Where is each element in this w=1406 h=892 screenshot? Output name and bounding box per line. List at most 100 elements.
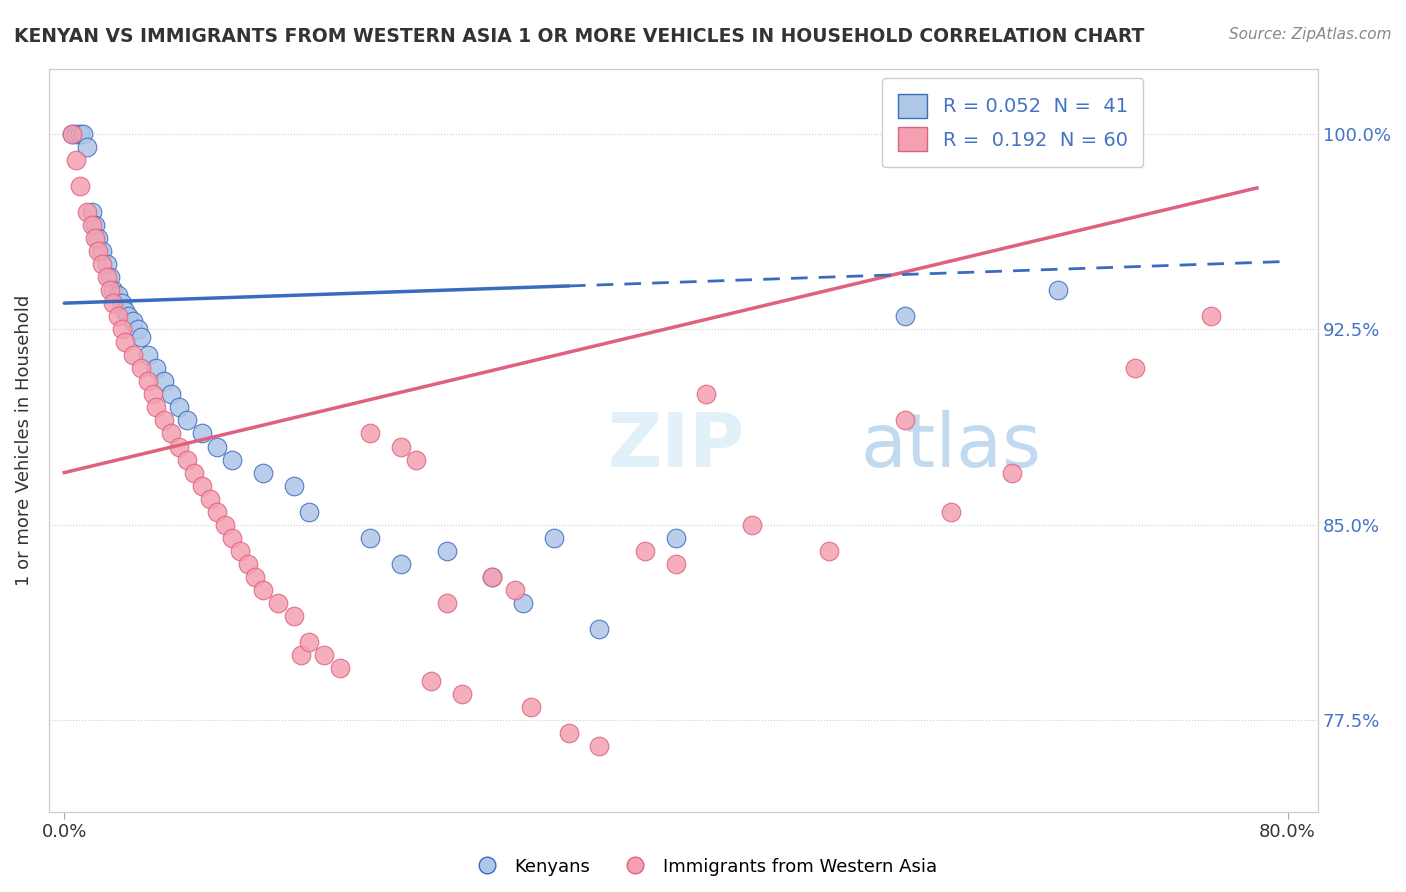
Point xyxy=(267,596,290,610)
Point xyxy=(80,205,103,219)
Point xyxy=(519,700,541,714)
Point xyxy=(236,557,259,571)
Point xyxy=(245,570,267,584)
Point xyxy=(634,544,657,558)
Point xyxy=(87,231,110,245)
Point xyxy=(505,582,527,597)
Point xyxy=(588,622,610,636)
Point xyxy=(298,635,321,649)
Point xyxy=(167,401,190,415)
Point xyxy=(1199,309,1222,323)
Point xyxy=(389,557,412,571)
Legend: R = 0.052  N =  41, R =  0.192  N = 60: R = 0.052 N = 41, R = 0.192 N = 60 xyxy=(883,78,1143,167)
Point xyxy=(436,544,458,558)
Point xyxy=(138,375,160,389)
Text: ZIP: ZIP xyxy=(607,410,745,483)
Point xyxy=(436,596,458,610)
Point xyxy=(252,466,274,480)
Point xyxy=(114,335,136,350)
Point xyxy=(221,452,243,467)
Point xyxy=(117,309,139,323)
Point xyxy=(76,205,98,219)
Y-axis label: 1 or more Vehicles in Household: 1 or more Vehicles in Household xyxy=(15,294,32,586)
Point xyxy=(80,218,103,232)
Point xyxy=(290,648,312,662)
Point xyxy=(741,517,763,532)
Point xyxy=(122,348,145,362)
Point xyxy=(314,648,336,662)
Point xyxy=(152,375,174,389)
Point xyxy=(558,726,581,740)
Point xyxy=(191,426,214,441)
Point xyxy=(283,609,305,624)
Point xyxy=(127,322,149,336)
Point xyxy=(122,314,145,328)
Point xyxy=(176,452,198,467)
Point xyxy=(894,413,917,427)
Point xyxy=(76,139,98,153)
Point xyxy=(359,531,381,545)
Point xyxy=(298,505,321,519)
Point xyxy=(1123,361,1146,376)
Point xyxy=(103,283,125,297)
Point xyxy=(588,739,610,754)
Point xyxy=(359,426,381,441)
Text: atlas: atlas xyxy=(860,410,1042,483)
Point xyxy=(695,387,717,401)
Point xyxy=(145,361,167,376)
Point xyxy=(72,127,94,141)
Point xyxy=(152,413,174,427)
Point xyxy=(176,413,198,427)
Point xyxy=(142,387,165,401)
Point xyxy=(138,348,160,362)
Point xyxy=(69,178,91,193)
Point xyxy=(98,270,121,285)
Point xyxy=(420,674,443,689)
Point xyxy=(107,309,129,323)
Legend: Kenyans, Immigrants from Western Asia: Kenyans, Immigrants from Western Asia xyxy=(463,851,943,883)
Point xyxy=(87,244,110,258)
Point xyxy=(543,531,565,545)
Point xyxy=(69,127,91,141)
Point xyxy=(129,361,152,376)
Point xyxy=(481,570,503,584)
Text: Source: ZipAtlas.com: Source: ZipAtlas.com xyxy=(1229,27,1392,42)
Point xyxy=(939,505,962,519)
Point xyxy=(96,257,118,271)
Point xyxy=(450,687,472,701)
Point xyxy=(83,231,105,245)
Point xyxy=(214,517,236,532)
Point xyxy=(389,440,412,454)
Point xyxy=(283,478,305,492)
Point xyxy=(221,531,243,545)
Point xyxy=(205,440,228,454)
Point xyxy=(83,218,105,232)
Point xyxy=(183,466,205,480)
Point xyxy=(91,244,114,258)
Point xyxy=(60,127,83,141)
Point xyxy=(91,257,114,271)
Point xyxy=(1001,466,1024,480)
Point xyxy=(160,387,183,401)
Point xyxy=(111,322,134,336)
Point xyxy=(205,505,228,519)
Point xyxy=(145,401,167,415)
Point xyxy=(103,296,125,310)
Point xyxy=(167,440,190,454)
Point xyxy=(198,491,221,506)
Point xyxy=(665,531,688,545)
Point xyxy=(129,330,152,344)
Point xyxy=(252,582,274,597)
Point xyxy=(481,570,503,584)
Point xyxy=(665,557,688,571)
Point xyxy=(229,544,252,558)
Point xyxy=(191,478,214,492)
Point xyxy=(111,296,134,310)
Point xyxy=(328,661,350,675)
Point xyxy=(1047,283,1070,297)
Point xyxy=(894,309,917,323)
Point xyxy=(65,153,87,167)
Point xyxy=(817,544,839,558)
Point xyxy=(107,288,129,302)
Point xyxy=(98,283,121,297)
